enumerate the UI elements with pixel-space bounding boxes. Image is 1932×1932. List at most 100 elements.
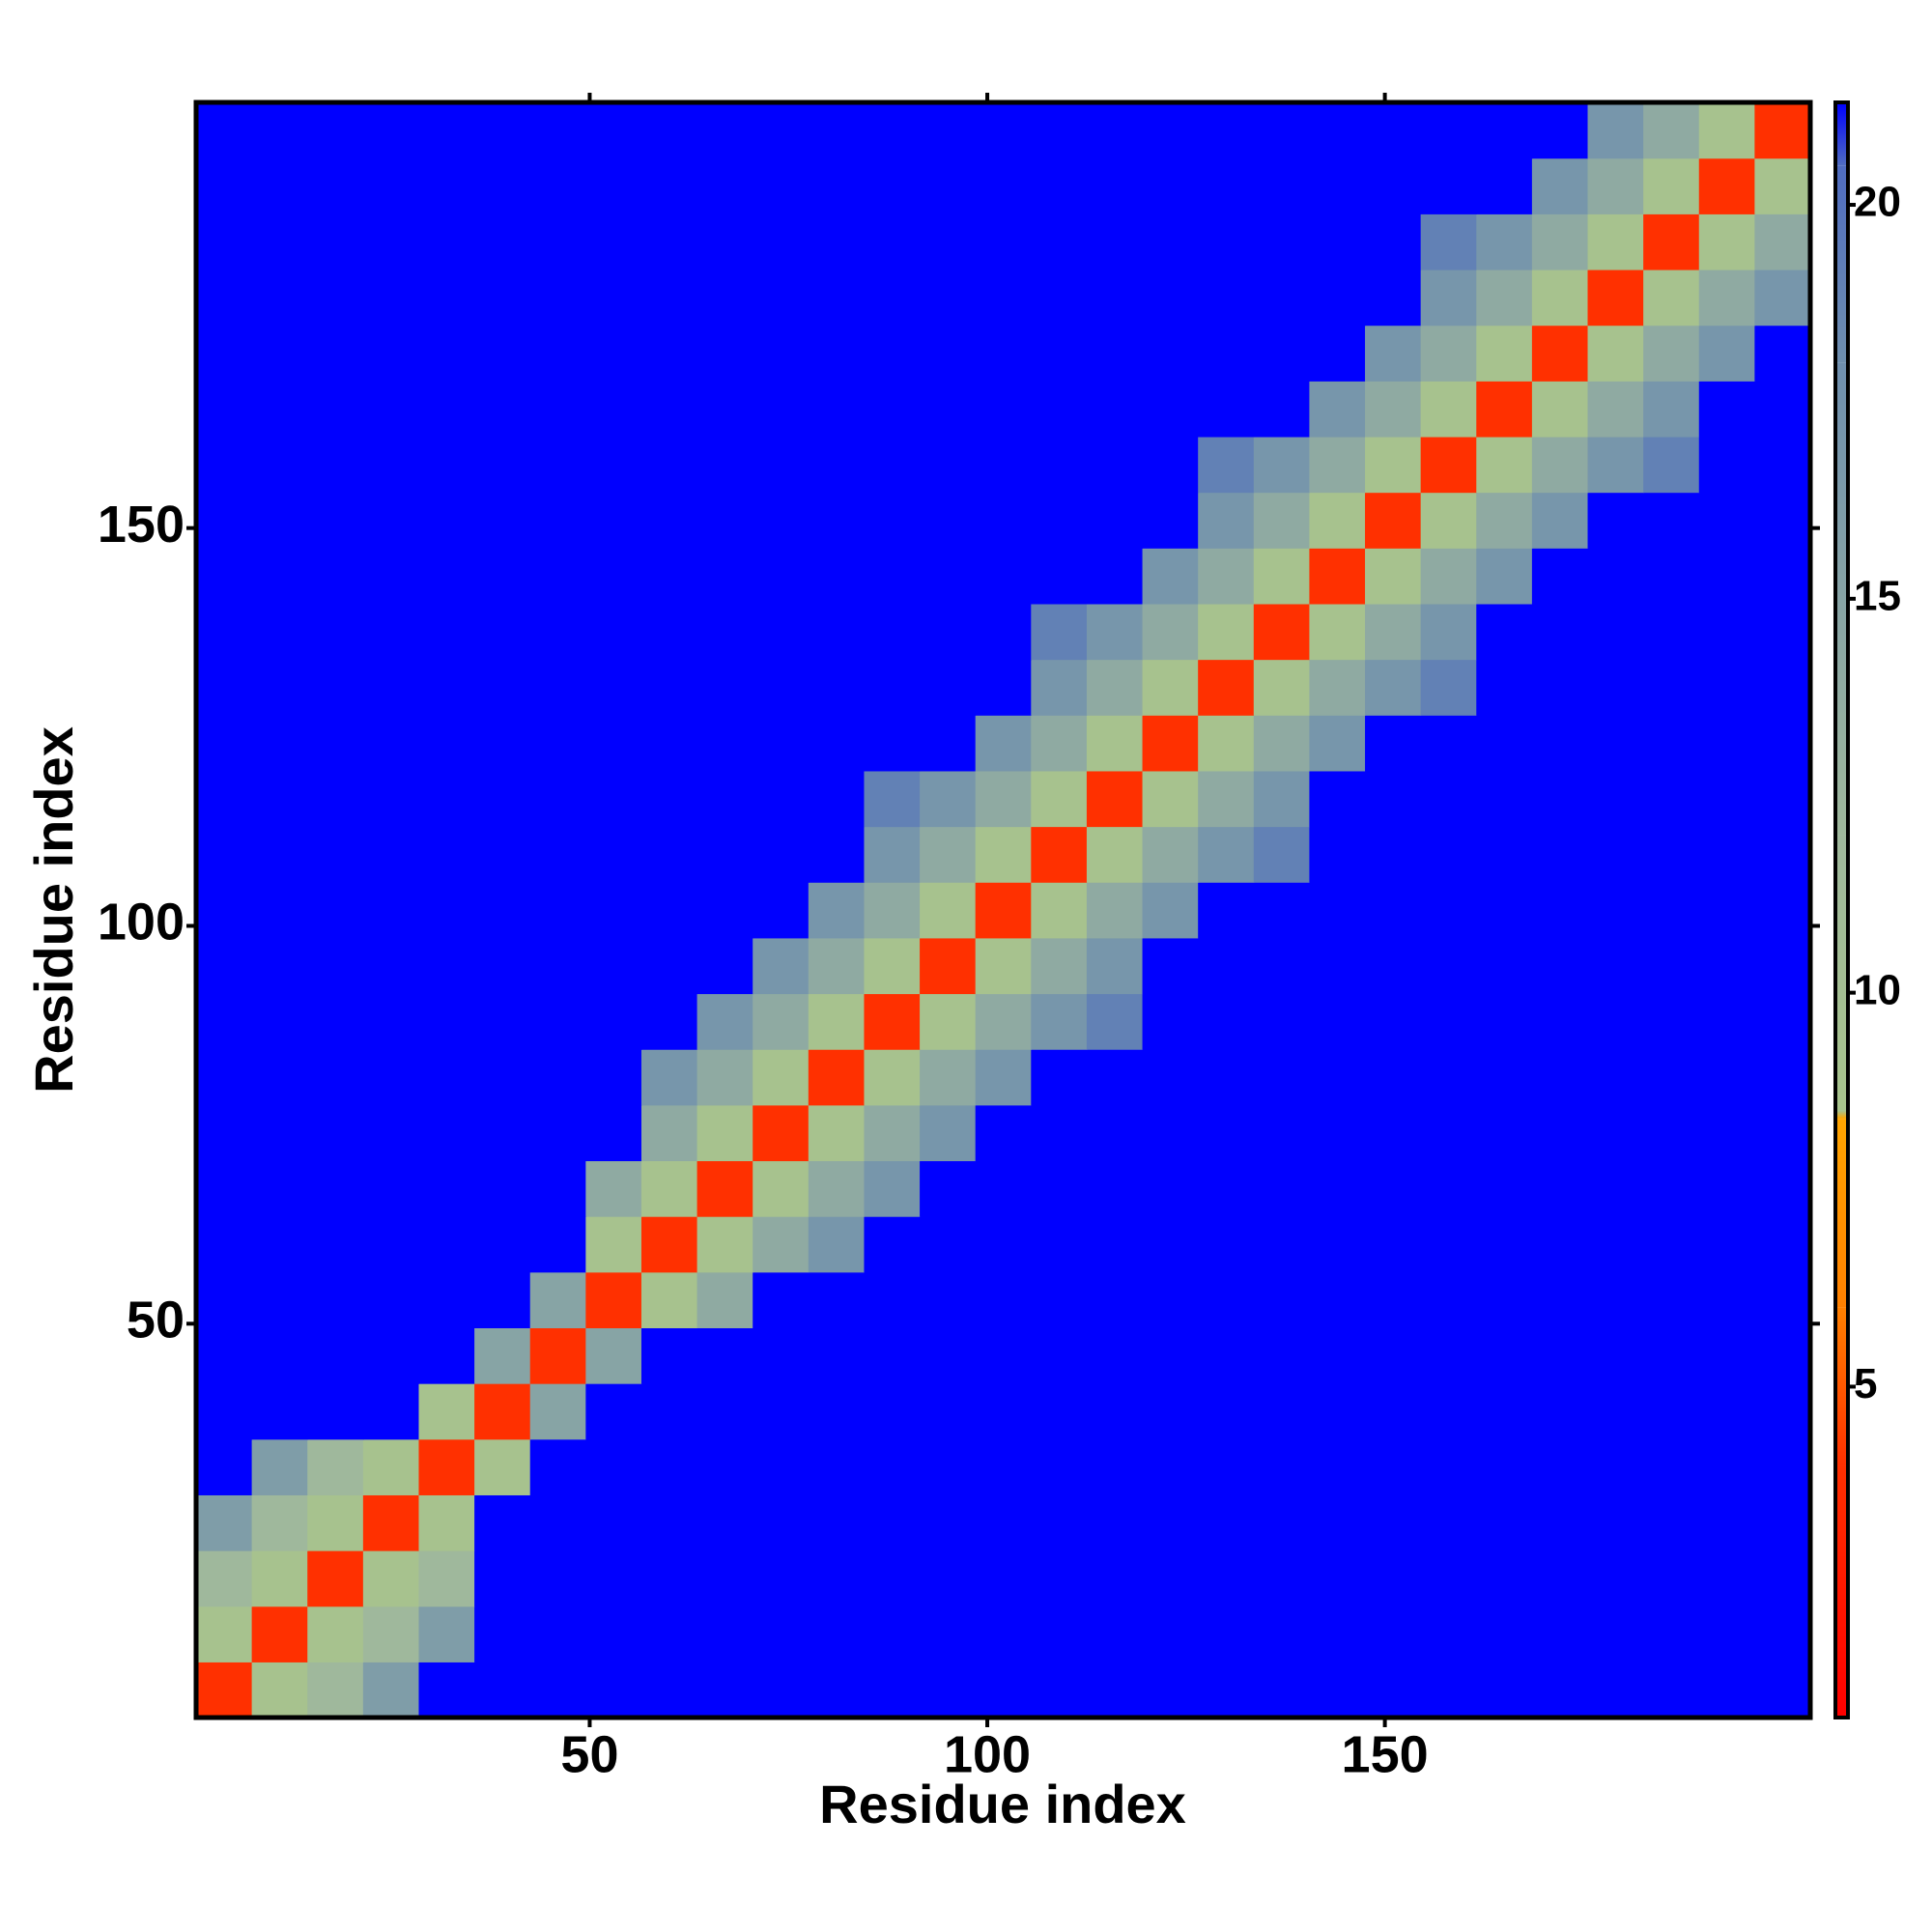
- cell: [1643, 213, 1700, 270]
- cell: [1476, 1662, 1533, 1719]
- cell: [474, 1327, 531, 1384]
- cell: [196, 770, 253, 828]
- cell: [1420, 492, 1477, 549]
- cell: [864, 1662, 921, 1719]
- cell: [1531, 213, 1589, 270]
- cell: [307, 1104, 364, 1162]
- cell: [808, 548, 866, 605]
- cell: [362, 102, 420, 159]
- cell: [1476, 381, 1533, 438]
- cell: [1587, 770, 1644, 828]
- cell: [1142, 659, 1199, 716]
- cell: [1031, 381, 1088, 438]
- cell: [307, 213, 364, 270]
- cell: [1309, 492, 1366, 549]
- cell: [1420, 269, 1477, 327]
- cell: [529, 1662, 586, 1719]
- cell: [1365, 213, 1422, 270]
- cell: [418, 1327, 475, 1384]
- cell: [1086, 1104, 1144, 1162]
- cell: [1754, 1216, 1811, 1273]
- cell: [474, 1438, 531, 1495]
- cell: [585, 102, 642, 159]
- x-tick-label: 150: [1342, 1725, 1429, 1783]
- cell: [1086, 1494, 1144, 1551]
- cell: [1476, 603, 1533, 661]
- cell: [1476, 1383, 1533, 1440]
- cell: [307, 492, 364, 549]
- cell: [1365, 1216, 1422, 1273]
- cell: [1031, 1662, 1088, 1719]
- cell: [975, 937, 1032, 995]
- cell: [920, 269, 977, 327]
- cell: [1031, 1438, 1088, 1495]
- cell: [251, 1327, 308, 1384]
- cell: [753, 1216, 810, 1273]
- cell: [1754, 1550, 1811, 1607]
- cell: [1086, 715, 1144, 772]
- cell: [418, 1605, 475, 1662]
- cell: [864, 603, 921, 661]
- cell: [585, 213, 642, 270]
- cell: [585, 436, 642, 494]
- cell: [307, 770, 364, 828]
- cell: [1309, 1049, 1366, 1106]
- cell: [1698, 102, 1755, 159]
- cell: [1086, 770, 1144, 828]
- cell: [1754, 548, 1811, 605]
- cell: [474, 157, 531, 214]
- cell: [1754, 715, 1811, 772]
- colorbar-tick-label: 5: [1854, 1360, 1877, 1407]
- cell: [307, 157, 364, 214]
- cell: [1754, 1104, 1811, 1162]
- cell: [362, 1383, 420, 1440]
- cell: [1587, 1049, 1644, 1106]
- cell: [529, 1494, 586, 1551]
- cell: [1531, 770, 1589, 828]
- cell: [1253, 715, 1311, 772]
- cell: [920, 1049, 977, 1106]
- cell: [1031, 603, 1088, 661]
- cell: [920, 937, 977, 995]
- cell: [1253, 659, 1311, 716]
- cell: [1476, 715, 1533, 772]
- cell: [1420, 1662, 1477, 1719]
- cell: [474, 1383, 531, 1440]
- cell: [362, 492, 420, 549]
- cell: [640, 1160, 698, 1217]
- cell: [1420, 325, 1477, 382]
- cell: [418, 102, 475, 159]
- cell: [920, 325, 977, 382]
- cell: [1420, 826, 1477, 883]
- cell: [307, 1271, 364, 1329]
- cell: [529, 492, 586, 549]
- cell: [1309, 1216, 1366, 1273]
- cell: [1587, 1383, 1644, 1440]
- cell: [1476, 1605, 1533, 1662]
- cell: [696, 937, 753, 995]
- cell: [753, 325, 810, 382]
- cell: [585, 603, 642, 661]
- cell: [251, 1104, 308, 1162]
- cell: [1086, 1662, 1144, 1719]
- cell: [1198, 1327, 1255, 1384]
- cell: [1698, 381, 1755, 438]
- cell: [362, 269, 420, 327]
- cell: [864, 1605, 921, 1662]
- cell: [1365, 269, 1422, 327]
- cell: [975, 1216, 1032, 1273]
- cell: [307, 548, 364, 605]
- cell: [307, 882, 364, 939]
- cell: [1309, 548, 1366, 605]
- cell: [1754, 1605, 1811, 1662]
- cell: [1142, 1494, 1199, 1551]
- colorbar-segment: [1835, 1119, 1848, 1308]
- cell: [640, 381, 698, 438]
- cell: [585, 1327, 642, 1384]
- cell: [585, 993, 642, 1050]
- cell: [251, 1049, 308, 1106]
- cell: [1754, 492, 1811, 549]
- cell: [1365, 1104, 1422, 1162]
- cell: [753, 770, 810, 828]
- cell: [1253, 1662, 1311, 1719]
